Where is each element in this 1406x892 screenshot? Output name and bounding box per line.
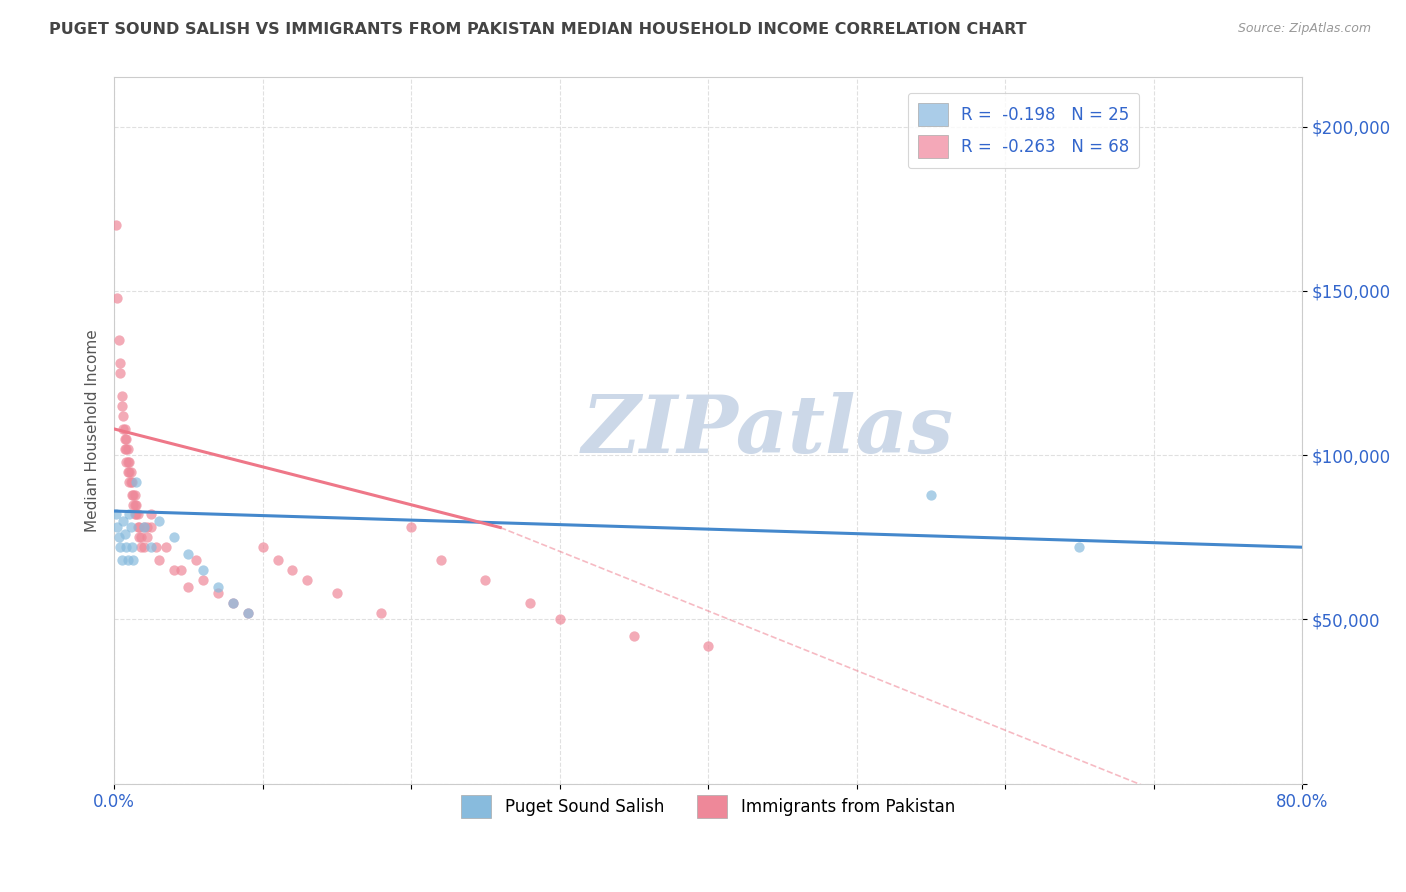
Point: [122, 488, 145, 502]
Point: [430, 553, 453, 567]
Point: [141, 540, 163, 554]
Point: [118, 455, 141, 469]
Point: [370, 606, 392, 620]
Point: [112, 422, 135, 436]
Point: [474, 573, 496, 587]
Point: [110, 399, 132, 413]
Point: [148, 553, 170, 567]
Point: [118, 508, 141, 522]
Point: [108, 540, 131, 554]
Point: [920, 488, 942, 502]
Point: [118, 465, 141, 479]
Point: [236, 606, 259, 620]
Point: [122, 553, 145, 567]
Point: [114, 422, 136, 436]
Point: [108, 356, 131, 370]
Point: [114, 527, 136, 541]
Point: [135, 530, 157, 544]
Point: [112, 409, 135, 423]
Point: [115, 432, 138, 446]
Point: [120, 465, 142, 479]
Point: [122, 498, 145, 512]
Point: [124, 498, 146, 512]
Point: [177, 580, 200, 594]
Point: [117, 553, 139, 567]
Point: [162, 530, 184, 544]
Point: [129, 530, 152, 544]
Point: [107, 530, 129, 544]
Point: [222, 596, 245, 610]
Point: [132, 520, 155, 534]
Point: [519, 596, 541, 610]
Point: [114, 432, 136, 446]
Point: [170, 563, 193, 577]
Point: [141, 508, 163, 522]
Point: [281, 563, 304, 577]
Point: [132, 520, 155, 534]
Point: [193, 573, 215, 587]
Point: [120, 520, 142, 534]
Point: [117, 465, 139, 479]
Point: [697, 639, 720, 653]
Point: [148, 514, 170, 528]
Point: [125, 475, 148, 489]
Point: [132, 540, 155, 554]
Text: PUGET SOUND SALISH VS IMMIGRANTS FROM PAKISTAN MEDIAN HOUSEHOLD INCOME CORRELATI: PUGET SOUND SALISH VS IMMIGRANTS FROM PA…: [49, 22, 1026, 37]
Point: [141, 520, 163, 534]
Point: [117, 442, 139, 456]
Point: [162, 563, 184, 577]
Point: [124, 508, 146, 522]
Point: [108, 366, 131, 380]
Legend: Puget Sound Salish, Immigrants from Pakistan: Puget Sound Salish, Immigrants from Paki…: [454, 788, 962, 825]
Point: [128, 530, 150, 544]
Point: [548, 612, 571, 626]
Text: ZIPatlas: ZIPatlas: [582, 392, 953, 469]
Point: [121, 475, 143, 489]
Point: [117, 455, 139, 469]
Text: Source: ZipAtlas.com: Source: ZipAtlas.com: [1237, 22, 1371, 36]
Point: [623, 629, 645, 643]
Point: [115, 540, 138, 554]
Point: [121, 488, 143, 502]
Point: [118, 475, 141, 489]
Point: [222, 596, 245, 610]
Point: [104, 508, 127, 522]
Point: [115, 455, 138, 469]
Point: [110, 389, 132, 403]
Point: [184, 553, 207, 567]
Point: [155, 540, 177, 554]
Point: [266, 553, 288, 567]
Point: [104, 219, 127, 233]
Point: [145, 540, 167, 554]
Point: [114, 442, 136, 456]
Point: [120, 475, 142, 489]
Point: [207, 586, 229, 600]
Point: [128, 520, 150, 534]
Point: [193, 563, 215, 577]
Point: [207, 580, 229, 594]
Point: [129, 540, 152, 554]
Point: [177, 547, 200, 561]
Point: [252, 540, 274, 554]
Y-axis label: Median Household Income: Median Household Income: [86, 329, 100, 532]
Point: [135, 520, 157, 534]
Point: [125, 498, 148, 512]
Point: [297, 573, 319, 587]
Point: [125, 508, 148, 522]
Point: [105, 291, 128, 305]
Point: [121, 540, 143, 554]
Point: [107, 333, 129, 347]
Point: [115, 442, 138, 456]
Point: [127, 508, 149, 522]
Point: [127, 520, 149, 534]
Point: [105, 520, 128, 534]
Point: [236, 606, 259, 620]
Point: [110, 553, 132, 567]
Point: [1069, 540, 1091, 554]
Point: [112, 514, 135, 528]
Point: [124, 488, 146, 502]
Point: [399, 520, 422, 534]
Point: [326, 586, 349, 600]
